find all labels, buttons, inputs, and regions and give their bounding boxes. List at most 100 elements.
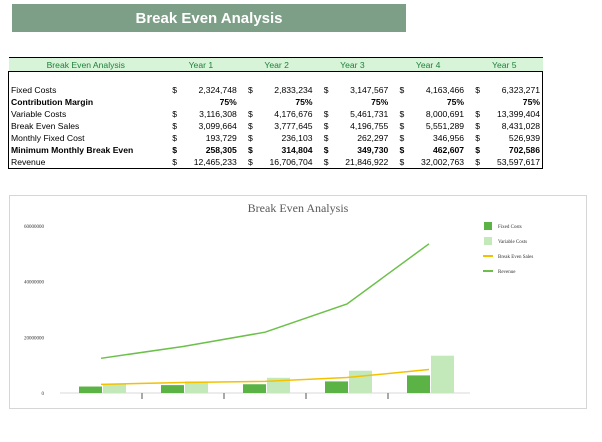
table-cell: 193,729 xyxy=(205,133,237,143)
table-cell: 346,956 xyxy=(432,133,465,143)
bar-variable-costs xyxy=(103,384,126,393)
currency-symbol: $ xyxy=(323,133,329,143)
table-cell: 53,597,617 xyxy=(496,157,540,167)
currency-symbol: $ xyxy=(475,85,481,95)
table-cell: 258,305 xyxy=(205,145,237,155)
table-cell: 75% xyxy=(522,97,540,107)
currency-symbol: $ xyxy=(247,121,253,131)
bar-variable-costs xyxy=(349,370,372,393)
row-label: Contribution Margin xyxy=(11,97,94,107)
currency-symbol: $ xyxy=(323,145,329,155)
table-cell: 13,399,404 xyxy=(496,109,540,119)
currency-symbol xyxy=(163,96,179,108)
currency-symbol: $ xyxy=(247,109,253,119)
page-title-banner: Break Even Analysis xyxy=(12,4,406,32)
table-cell: 75% xyxy=(295,97,313,107)
row-label: Fixed Costs xyxy=(11,85,57,95)
chart-svg: 0 20000000 40000000 60000000 Fixed Costs Vari… xyxy=(24,222,533,399)
year-header: Year 1 xyxy=(163,57,239,72)
table-cell: 75% xyxy=(219,97,237,107)
currency-symbol xyxy=(466,96,482,108)
table-row: Break Even Sales $3,099,664 $3,777,645 $4,1… xyxy=(9,120,543,132)
bar-fixed-costs xyxy=(243,384,266,393)
currency-symbol: $ xyxy=(399,145,405,155)
table-cell: 314,804 xyxy=(281,145,313,155)
currency-symbol: $ xyxy=(323,85,329,95)
currency-symbol: $ xyxy=(172,109,177,119)
table-cell: 3,147,567 xyxy=(350,85,389,95)
table-row: Variable Costs $3,116,308 $4,176,676 $5,461… xyxy=(9,108,543,120)
table-cell: 2,324,748 xyxy=(198,85,237,95)
table-cell: 75% xyxy=(371,97,389,107)
currency-symbol xyxy=(390,96,406,108)
legend-label: Revenue xyxy=(498,270,516,275)
currency-symbol: $ xyxy=(172,133,177,143)
currency-symbol: $ xyxy=(323,121,329,131)
currency-symbol: $ xyxy=(475,121,481,131)
table-cell: 32,002,763 xyxy=(421,157,465,167)
bar-fixed-costs xyxy=(161,385,184,393)
table-row: Revenue $12,465,233 $16,706,704 $21,846,922… xyxy=(9,156,543,169)
bar-fixed-costs xyxy=(407,375,430,393)
legend-swatch xyxy=(484,222,492,230)
currency-symbol: $ xyxy=(475,109,481,119)
break-even-chart: Break Even Analysis 0 20000000 40000000 600… xyxy=(9,195,587,409)
table-cell: 8,000,691 xyxy=(425,109,465,119)
year-header: Year 5 xyxy=(466,57,543,72)
table-cell: 3,777,645 xyxy=(274,121,313,131)
table-header-label: Break Even Analysis xyxy=(8,57,163,72)
table-cell: 75% xyxy=(446,97,465,107)
currency-symbol xyxy=(239,96,255,108)
table-row: Contribution Margin 75% 75% 75% 75% 75% xyxy=(9,96,543,108)
y-tick-label: 40000000 xyxy=(24,281,45,286)
table-cell: 702,586 xyxy=(508,145,540,155)
currency-symbol: $ xyxy=(399,157,405,167)
currency-symbol: $ xyxy=(323,109,329,119)
currency-symbol: $ xyxy=(172,145,177,155)
row-label: Minimum Monthly Break Even xyxy=(11,145,134,155)
table-header-row: Break Even Analysis Year 1 Year 2 Year 3… xyxy=(8,57,543,72)
table-cell: 8,431,028 xyxy=(501,121,540,131)
currency-symbol: $ xyxy=(399,133,405,143)
table-cell: 2,833,234 xyxy=(274,85,313,95)
table-row: Minimum Monthly Break Even $258,305 $314,8… xyxy=(9,144,543,156)
table-cell: 4,196,755 xyxy=(350,121,389,131)
table-cell: 6,323,271 xyxy=(501,85,540,95)
currency-symbol: $ xyxy=(399,85,405,95)
row-label: Revenue xyxy=(11,157,46,167)
table-cell: 3,116,308 xyxy=(199,109,237,119)
legend-label: Break Even Sales xyxy=(498,255,533,260)
legend-swatch xyxy=(484,237,492,245)
table-cell: 526,939 xyxy=(508,133,540,143)
table-row: Monthly Fixed Cost $193,729 $236,103 $262,2… xyxy=(9,132,543,144)
currency-symbol: $ xyxy=(247,85,253,95)
currency-symbol xyxy=(315,96,331,108)
currency-symbol: $ xyxy=(399,109,405,119)
table-cell: 16,706,704 xyxy=(269,157,313,167)
chart-title: Break Even Analysis xyxy=(247,201,349,215)
table-row: Fixed Costs $2,324,748 $2,833,234 $3,147,56… xyxy=(9,84,543,96)
currency-symbol: $ xyxy=(247,157,253,167)
bar-fixed-costs xyxy=(79,386,102,393)
y-tick-label: 20000000 xyxy=(24,336,45,341)
table-cell: 3,099,664 xyxy=(198,121,237,131)
legend-label: Variable Costs xyxy=(498,240,527,245)
table-cell: 4,176,676 xyxy=(274,109,313,119)
table-cell: 12,465,233 xyxy=(193,157,237,167)
currency-symbol: $ xyxy=(475,145,481,155)
row-label: Monthly Fixed Cost xyxy=(11,133,85,143)
table-cell: 349,730 xyxy=(357,145,389,155)
table-cell: 462,607 xyxy=(432,145,465,155)
y-tick-label: 60000000 xyxy=(24,225,45,230)
currency-symbol: $ xyxy=(247,133,253,143)
year-header: Year 4 xyxy=(390,57,467,72)
currency-symbol: $ xyxy=(475,157,481,167)
bar-variable-costs xyxy=(431,355,454,393)
row-label: Variable Costs xyxy=(11,109,67,119)
currency-symbol: $ xyxy=(172,121,177,131)
bar-fixed-costs xyxy=(325,381,348,393)
page-title: Break Even Analysis xyxy=(135,9,283,27)
table-body: Fixed Costs $2,324,748 $2,833,234 $3,147,56… xyxy=(8,71,543,169)
table-cell: 5,551,289 xyxy=(425,121,465,131)
table-cell: 236,103 xyxy=(281,133,313,143)
